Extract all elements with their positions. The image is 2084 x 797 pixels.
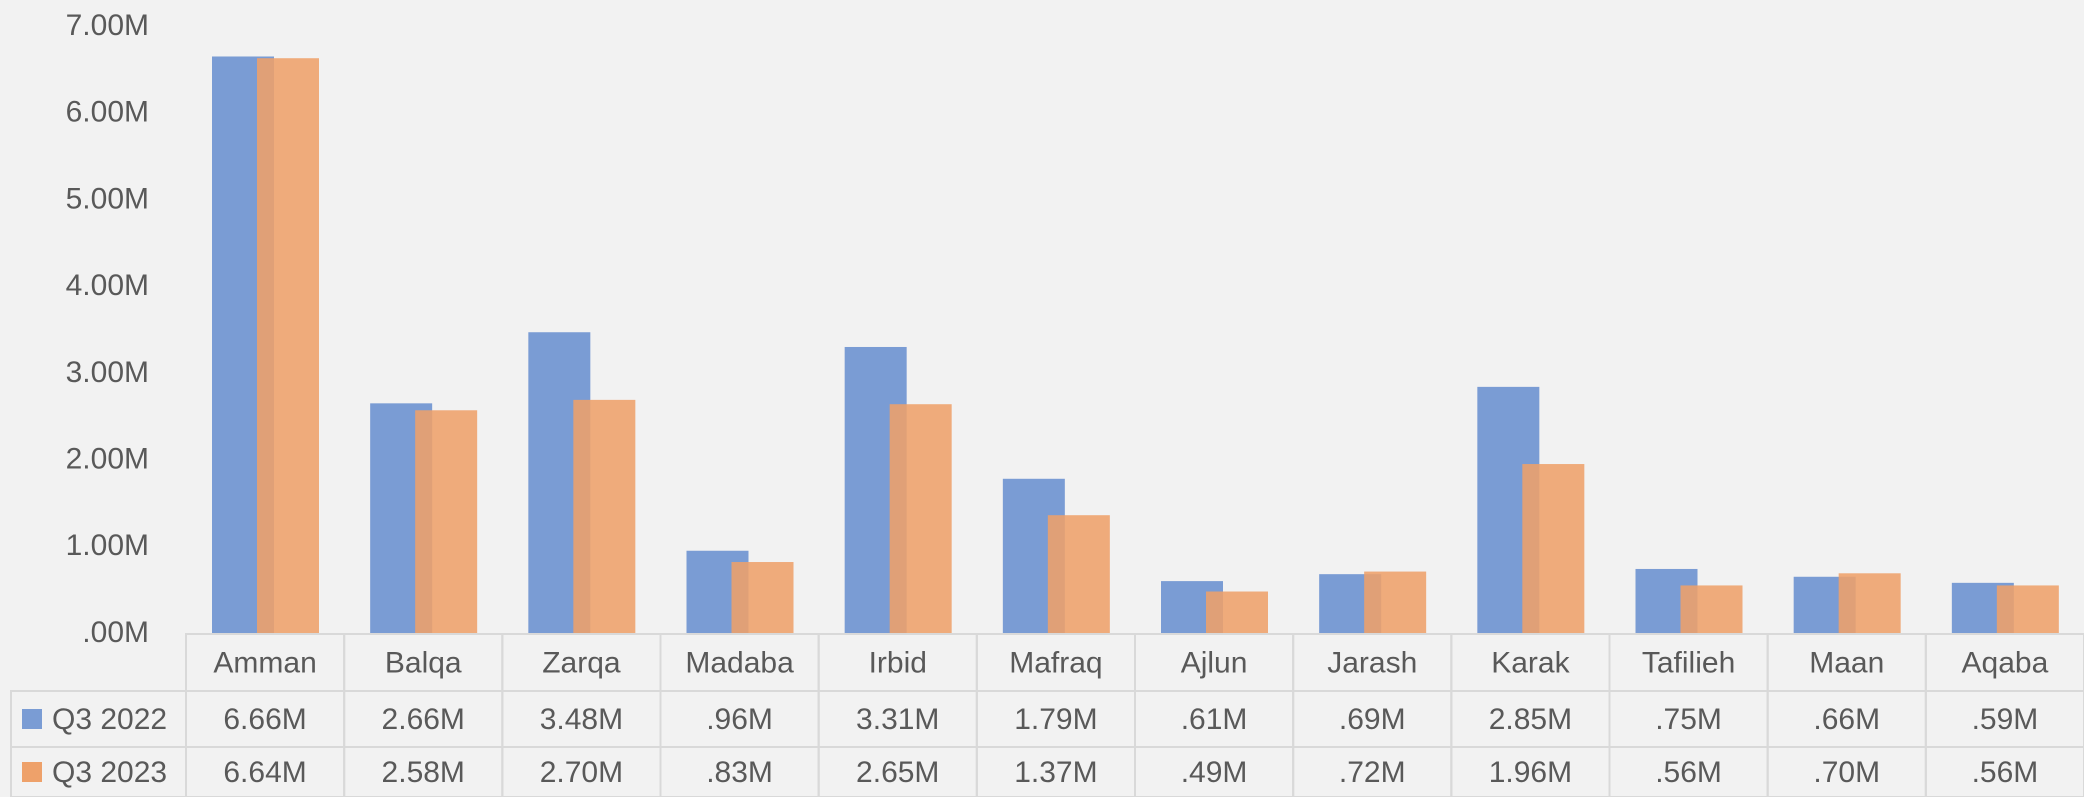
x-tick-label: Karak <box>1491 646 1570 679</box>
table-value: 6.64M <box>223 756 306 789</box>
bar <box>1680 585 1743 634</box>
table-value: 1.96M <box>1489 756 1572 789</box>
table-value: .75M <box>1655 703 1722 736</box>
table-value: .59M <box>1972 703 2039 736</box>
x-tick-label: Jarash <box>1327 646 1417 679</box>
y-tick-label: 4.00M <box>66 269 149 302</box>
table-value: 2.65M <box>856 756 939 789</box>
table-value: 1.79M <box>1014 703 1097 736</box>
bar <box>1047 515 1110 634</box>
bar <box>1996 585 2059 634</box>
bar <box>889 404 952 634</box>
x-tick-label: Ajlun <box>1181 646 1248 679</box>
bar <box>415 410 478 634</box>
table-value: .83M <box>706 756 773 789</box>
table-value: .70M <box>1813 756 1880 789</box>
table-cell <box>10 746 187 797</box>
table-value: .61M <box>1181 703 1248 736</box>
x-tick-label: Amman <box>213 646 316 679</box>
table-value: .96M <box>706 703 773 736</box>
table-value: .69M <box>1339 703 1406 736</box>
table-value: 3.31M <box>856 703 939 736</box>
bar <box>1364 571 1427 634</box>
x-tick-label: Aqaba <box>1962 646 2049 679</box>
table-value: .49M <box>1181 756 1248 789</box>
x-tick-label: Tafilieh <box>1642 646 1735 679</box>
y-tick-label: 3.00M <box>66 356 149 389</box>
y-tick-label: 6.00M <box>66 96 149 129</box>
table-value: .66M <box>1813 703 1880 736</box>
bar <box>573 399 636 634</box>
x-tick-label: Mafraq <box>1009 646 1102 679</box>
table-value: 2.70M <box>540 756 623 789</box>
table-cell <box>1924 633 2084 797</box>
legend-label: Q3 2023 <box>52 756 167 789</box>
legend-label: Q3 2022 <box>52 703 167 736</box>
table-value: 2.66M <box>382 703 465 736</box>
bar <box>1206 591 1268 634</box>
legend-key <box>22 762 42 782</box>
bar <box>1838 573 1901 634</box>
table-value: 1.37M <box>1014 756 1097 789</box>
bar <box>731 562 794 634</box>
x-tick-label: Irbid <box>869 646 927 679</box>
bar <box>1522 464 1585 634</box>
legend-key <box>22 709 42 729</box>
bar <box>257 58 319 634</box>
table-value: 3.48M <box>540 703 623 736</box>
y-tick-label: .00M <box>82 616 149 649</box>
y-tick-label: 7.00M <box>66 9 149 42</box>
y-tick-label: 2.00M <box>66 442 149 475</box>
table-value: .56M <box>1655 756 1722 789</box>
x-tick-label: Zarqa <box>542 646 621 679</box>
table-value: .72M <box>1339 756 1406 789</box>
y-tick-label: 5.00M <box>66 182 149 215</box>
x-tick-label: Madaba <box>685 646 794 679</box>
x-tick-label: Balqa <box>385 646 462 679</box>
table-value: 6.66M <box>223 703 306 736</box>
y-tick-label: 1.00M <box>66 529 149 562</box>
table-value: 2.58M <box>382 756 465 789</box>
table-value: 2.85M <box>1489 703 1572 736</box>
x-tick-label: Maan <box>1809 646 1884 679</box>
table-value: .56M <box>1972 756 2039 789</box>
